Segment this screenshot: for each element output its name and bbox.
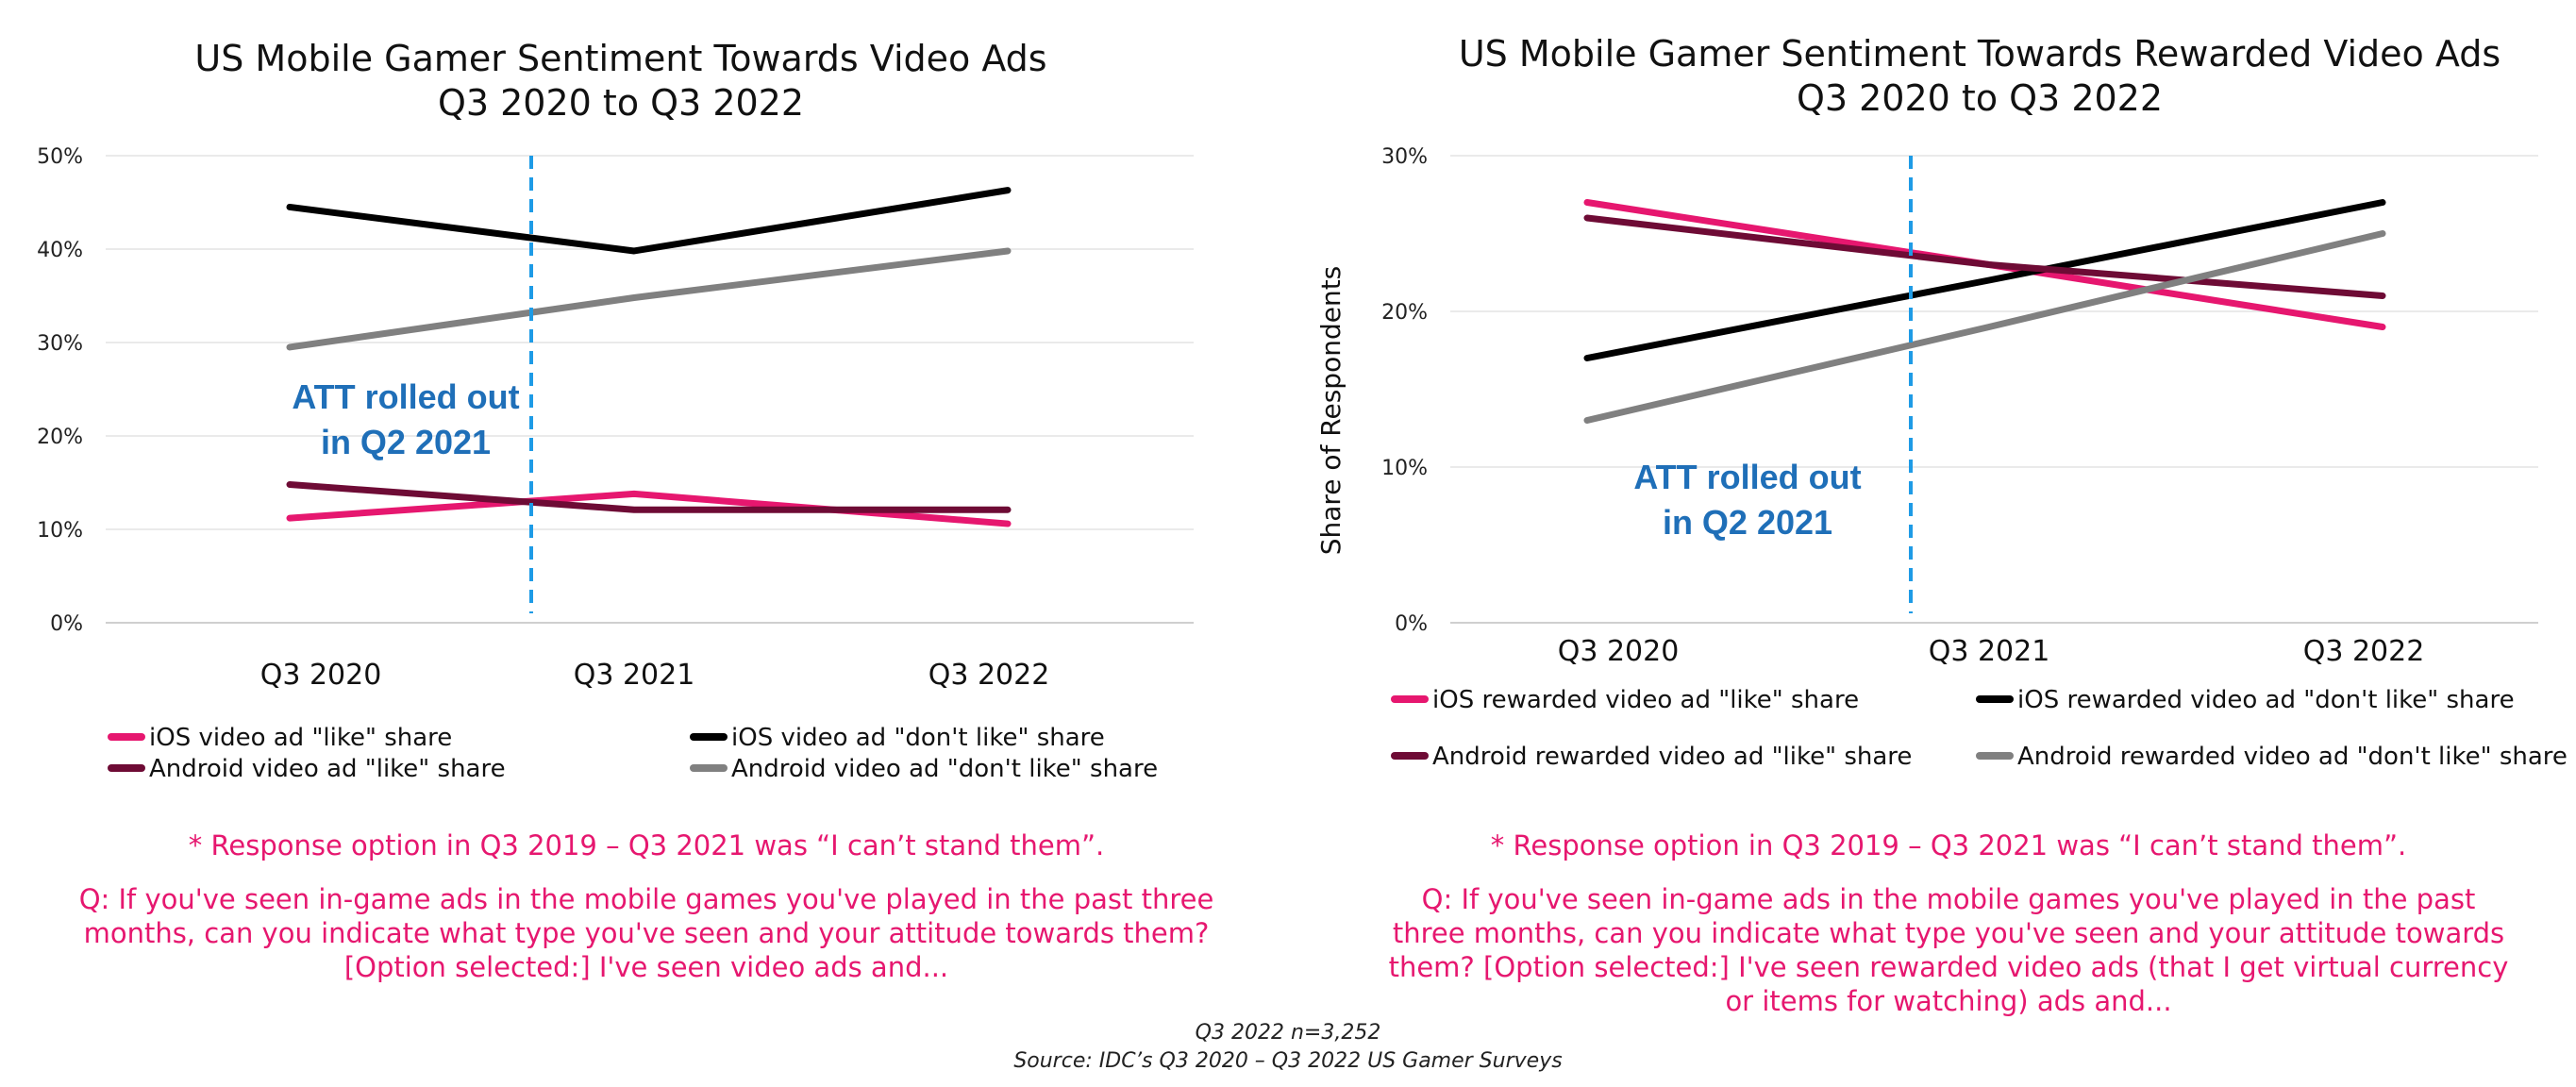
- right-response-note: * Response option in Q3 2019 – Q3 2021 w…: [1490, 829, 2407, 861]
- chart2-legend-label: Android rewarded video ad "like" share: [1432, 743, 1912, 771]
- chart2-x-tick-label: Q3 2022: [2303, 635, 2425, 668]
- left-response-note: * Response option in Q3 2019 – Q3 2021 w…: [188, 829, 1105, 861]
- sample-size-note: Q3 2022 n=3,252: [1195, 1021, 1381, 1045]
- chart2-legend-label: iOS rewarded video ad "like" share: [1432, 686, 1859, 714]
- chart2-y-tick-label: 10%: [1381, 457, 1428, 480]
- chart1-att-annotation: ATT rolled out: [292, 377, 519, 416]
- chart1-y-tick-label: 40%: [37, 239, 83, 262]
- chart2-title-line: Q3 2020 to Q3 2022: [1797, 77, 2163, 119]
- chart1-title-line: US Mobile Gamer Sentiment Towards Video …: [194, 38, 1046, 79]
- chart1-x-tick-label: Q3 2020: [260, 659, 382, 692]
- chart1-series-line-1: [286, 490, 1012, 527]
- chart1-legend-label: Android video ad "like" share: [149, 755, 506, 783]
- chart2-legend-label: Android rewarded video ad "don't like" s…: [2017, 743, 2568, 771]
- chart2-y-axis-label: Share of Respondents: [1315, 266, 1347, 556]
- chart2-y-tick-label: 0%: [1395, 612, 1428, 636]
- chart1-x-tick-label: Q3 2021: [574, 659, 695, 692]
- chart1-series-line-4: [286, 247, 1012, 351]
- right-question-note: Q: If you've seen in-game ads in the mob…: [1388, 883, 2509, 1017]
- chart2-title-line: US Mobile Gamer Sentiment Towards Reward…: [1459, 33, 2501, 75]
- chart2-series-line-2: [1583, 199, 2386, 361]
- chart1-x-tick-label: Q3 2022: [928, 659, 1050, 692]
- chart1-legend-label: Android video ad "don't like" share: [731, 755, 1158, 783]
- chart2-y-tick-label: 30%: [1381, 145, 1428, 169]
- chart1-y-tick-label: 20%: [37, 426, 83, 449]
- chart1-y-tick-label: 0%: [50, 612, 83, 636]
- chart2-att-annotation: in Q2 2021: [1663, 503, 1832, 542]
- source-note: Source: IDC’s Q3 2020 – Q3 2022 US Gamer…: [1013, 1049, 1563, 1073]
- chart2-series-line-3: [1583, 214, 2386, 299]
- chart1-legend-label: iOS video ad "don't like" share: [731, 724, 1105, 752]
- left-question-note: Q: If you've seen in-game ads in the mob…: [78, 883, 1214, 983]
- chart2-x-tick-label: Q3 2020: [1558, 635, 1680, 668]
- chart2-legend-label: iOS rewarded video ad "don't like" share: [2017, 686, 2515, 714]
- chart1-series-line-2: [286, 187, 1012, 255]
- chart2-y-tick-label: 20%: [1381, 301, 1428, 325]
- chart1-y-tick-label: 30%: [37, 332, 83, 356]
- chart1-title-line: Q3 2020 to Q3 2022: [438, 82, 804, 124]
- chart1-legend-label: iOS video ad "like" share: [149, 724, 452, 752]
- chart2-att-annotation: ATT rolled out: [1633, 458, 1861, 496]
- chart1-y-tick-label: 10%: [37, 519, 83, 543]
- chart2-series-line-4: [1583, 230, 2386, 424]
- chart1-att-annotation: in Q2 2021: [321, 423, 491, 461]
- chart2-x-tick-label: Q3 2021: [1929, 635, 2050, 668]
- chart1-y-tick-label: 50%: [37, 145, 83, 169]
- chart1-series-line-3: [286, 480, 1012, 513]
